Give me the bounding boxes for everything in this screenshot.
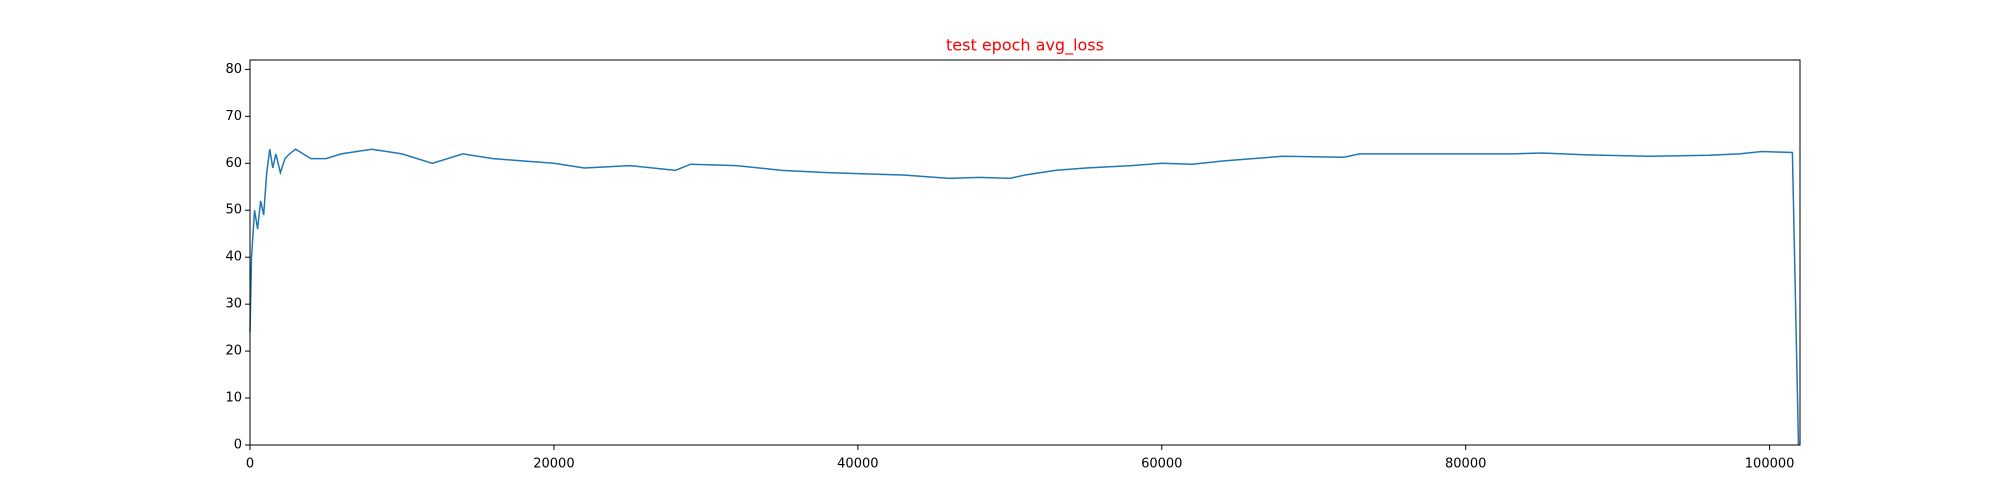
x-tick-label: 20000 [533, 457, 574, 472]
y-tick-label: 80 [225, 62, 242, 77]
x-tick-label: 40000 [837, 457, 878, 472]
plot-frame [249, 59, 1801, 446]
y-tick-label: 60 [225, 156, 242, 171]
x-tick-label: 60000 [1141, 457, 1182, 472]
y-tick-label: 40 [225, 250, 242, 265]
chart-title: test epoch avg_loss [946, 36, 1104, 56]
x-tick-label: 0 [246, 457, 254, 472]
y-tick-label: 20 [225, 344, 242, 359]
x-tick-label: 80000 [1445, 457, 1486, 472]
y-tick-label: 50 [225, 203, 242, 218]
y-tick-label: 10 [225, 391, 242, 406]
x-tick-label: 100000 [1745, 457, 1795, 472]
y-tick-label: 30 [225, 297, 242, 312]
y-tick-label: 0 [234, 438, 242, 453]
line-series [249, 148, 1800, 446]
y-tick-label: 70 [225, 109, 242, 124]
